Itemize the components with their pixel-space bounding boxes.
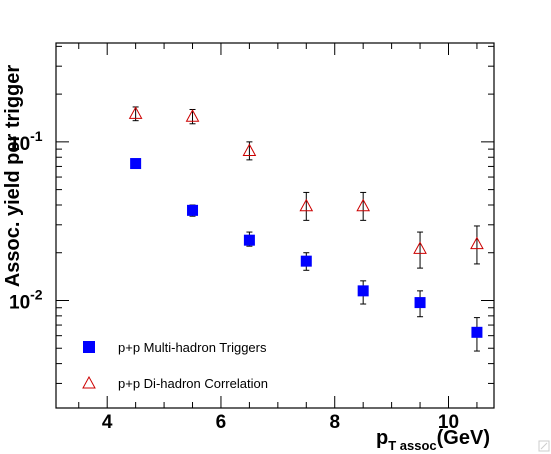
data-point-triangle — [413, 241, 427, 254]
legend-marker-multi-hadron — [83, 341, 95, 353]
data-point-square — [300, 255, 312, 267]
data-point-triangle — [470, 236, 484, 250]
data-point-triangle — [299, 198, 314, 212]
plot-frame — [55, 42, 495, 409]
y-tick-label-base: 10 — [9, 134, 30, 155]
data-markers — [128, 106, 484, 338]
legend-label-multi-hadron: p+p Multi-hadron Triggers — [118, 340, 267, 355]
data-point-square — [187, 204, 199, 216]
axis-ticks — [56, 43, 494, 408]
corner-resize-icon — [538, 440, 550, 452]
x-axis-label-main: p — [376, 427, 388, 449]
data-point-square — [130, 158, 142, 170]
x-axis-label-sub: T assoc — [388, 438, 436, 453]
data-point-square — [243, 234, 255, 246]
x-tick-labels: 4 6 8 10 — [102, 412, 459, 433]
data-point-square — [357, 285, 369, 297]
y-tick-labels: 10-110-2 — [9, 128, 43, 314]
data-point-triangle — [356, 198, 371, 212]
x-tick-label: 8 — [329, 412, 340, 433]
x-tick-label: 4 — [102, 412, 113, 433]
data-point-triangle — [242, 143, 257, 156]
data-point-square — [414, 297, 426, 309]
y-tick-label: 10-1 — [9, 128, 43, 155]
legend: p+p Multi-hadron Triggers p+p Di-hadron … — [82, 340, 268, 391]
x-tick-label: 6 — [216, 412, 227, 433]
data-point-square — [471, 326, 483, 338]
y-tick-label-exponent: -2 — [30, 286, 43, 302]
data-point-triangle — [185, 109, 200, 122]
y-tick-label-exponent: -1 — [30, 128, 43, 144]
y-tick-label-base: 10 — [9, 292, 30, 313]
data-point-triangle — [128, 106, 143, 119]
y-tick-label: 10-2 — [9, 286, 43, 313]
x-axis-label-unit: (GeV) — [437, 427, 490, 449]
legend-label-di-hadron: p+p Di-hadron Correlation — [118, 376, 268, 391]
x-axis-label: pT assoc(GeV) — [376, 427, 490, 453]
x-tick-label: 10 — [438, 412, 459, 433]
y-axis-label: Assoc. yield per trigger — [2, 65, 24, 288]
error-bars — [132, 106, 480, 352]
legend-marker-di-hadron — [82, 375, 96, 389]
